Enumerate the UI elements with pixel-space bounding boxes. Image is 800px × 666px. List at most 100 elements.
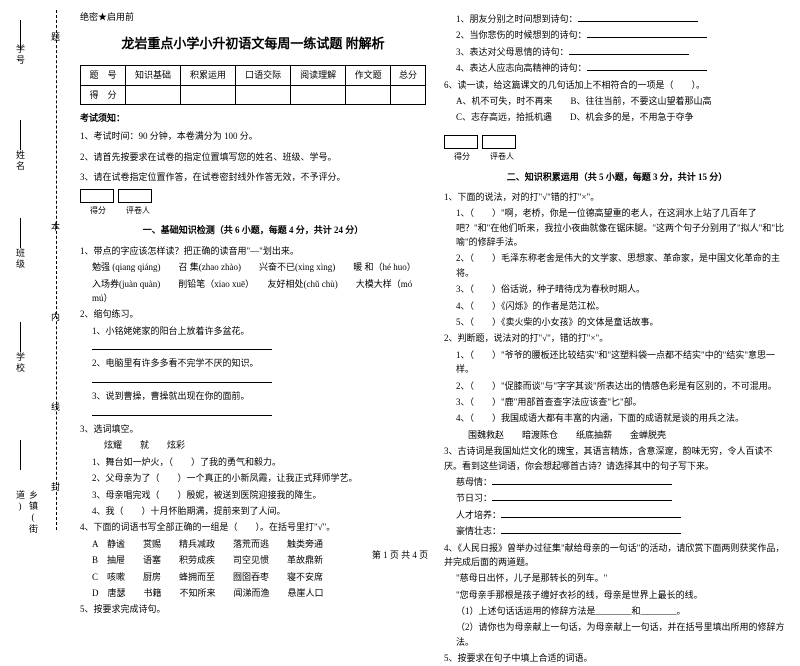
line-school (20, 322, 21, 352)
q3-1: 1、舞台如一炉火，（ ）了我的勇气和毅力。 (80, 455, 426, 469)
exam-title: 龙岩重点小学小升初语文每周一练试题 附解析 (80, 34, 426, 55)
notice-1: 1、考试时间：90 分钟，本卷满分为 100 分。 (80, 129, 426, 143)
q6-b: C、志存高远，拾抵机遇 D、机会多的是，不用急于夺争 (444, 110, 790, 124)
q2-1: 1、小铭姥姥家的阳台上放着许多盆花。 (80, 324, 426, 338)
q2-3-blank[interactable] (92, 406, 272, 416)
label-name: 姓名 (14, 150, 27, 172)
q4-c: C 咳嗽 厨房 蜂拥而至 囫囵吞枣 寝不安席 (80, 570, 426, 584)
line-id (20, 20, 21, 50)
line-class (20, 218, 21, 248)
s2q1-3: 3、（ ）俗话说，种子晴待戊为春秋时期人。 (444, 282, 790, 296)
section2-heading: 二、知识积累运用（共 5 小题，每题 3 分，共计 15 分） (444, 170, 790, 184)
s2q4-line1: "慈母日出怀，儿子是那转长的列车。" (444, 571, 790, 585)
q3-words: 炫耀 就 炫彩 (80, 438, 426, 452)
s2q3-1-blank[interactable] (492, 475, 672, 485)
q3: 3、选词填空。 (80, 422, 426, 436)
q5r-4-blank[interactable] (587, 61, 707, 71)
notice-heading: 考试须知： (80, 111, 426, 125)
notice-2: 2、请首先按要求在试卷的指定位置填写您的姓名、班级、学号。 (80, 150, 426, 164)
q4-d: D 唐瑟 书籍 不知所来 闻涕而渔 悬崖人口 (80, 586, 426, 600)
binding-sidebar: 学号 姓名 班级 学校 乡镇(街道) 题 本 内 线 封 (0, 0, 70, 565)
s2q2-1: 1、（ ）"爷爷的腰板还比较结实"和"这塑料袋一点都不结实"中的"结实"意思一样… (444, 348, 790, 377)
score-cell-3[interactable] (236, 85, 291, 104)
q2-1-blank[interactable] (92, 340, 272, 350)
q2-2-blank[interactable] (92, 373, 272, 383)
secret-label: 绝密★启用前 (80, 10, 426, 24)
s2q3-2-blank[interactable] (492, 491, 672, 501)
marker-label-2: 评卷人 (484, 151, 520, 164)
s2q2-4: 4、（ ）我国成语大都有丰富的内涵，下面的成语就是谈的用兵之法。 (444, 411, 790, 425)
row2-label: 得 分 (81, 85, 126, 104)
s2q2: 2、判断题，说法对的打"√"，错的打"×"。 (444, 331, 790, 345)
score-label: 得分 (80, 205, 116, 218)
q4: 4、下面的词语书写全部正确的一组是（ ）。在括号里打"√"。 (80, 520, 426, 534)
s2q2-3: 3、（ ）"鹿"用部首查查字法应该查"匕"部。 (444, 395, 790, 409)
scorer-box-2 (444, 135, 790, 149)
q5r-2-blank[interactable] (587, 28, 707, 38)
th-6: 总分 (391, 66, 426, 85)
char-nei: 内 (51, 310, 60, 323)
score-table: 题 号 知识基础 积累运用 口语交际 阅读理解 作文题 总分 得 分 (80, 65, 426, 105)
q5: 5、按要求完成诗句。 (80, 602, 426, 616)
q3-2: 2、父母亲为了（ ）一个真正的小新凤霞，让我正式拜师学艺。 (80, 471, 426, 485)
score-cell-1[interactable] (125, 85, 180, 104)
q1: 1、带点的字应该怎样读？把正确的读音用"—"划出来。 (80, 244, 426, 258)
s2q1-5: 5、（ ）《卖火柴的小女孩》的文体是童话故事。 (444, 315, 790, 329)
th-1: 知识基础 (125, 66, 180, 85)
score-box-2[interactable] (444, 135, 478, 149)
q1-line1: 勉强 (qiang qiáng) 召 集(zhao zhào) 兴奋不已(xin… (80, 260, 426, 274)
q2-3: 3、说到曹操，曹操就出现在你的面前。 (80, 389, 426, 403)
score-cell-4[interactable] (291, 85, 346, 104)
q2: 2、缩句练习。 (80, 307, 426, 321)
q5r-3: 3、表达对父母恩情的诗句： (456, 47, 569, 57)
label-class: 班级 (14, 248, 27, 270)
score-cell-6[interactable] (391, 85, 426, 104)
q5r-2: 2、当你悲伤的时候想到的诗句： (456, 30, 587, 40)
s2q3-3: 人才培养： (456, 510, 501, 520)
s2q2-2: 2、（ ）"促膝而谈"与"字字其谈"所表达出的情感色彩是有区别的，不可混用。 (444, 379, 790, 393)
s2q5: 5、按要求在句子中填上合适的词语。 (444, 651, 790, 665)
s2q4-q1: （1）上述句话话运用的修辞方法是________和________。 (444, 604, 790, 618)
line-name (20, 120, 21, 150)
th-0: 题 号 (81, 66, 126, 85)
marker-box-2[interactable] (482, 135, 516, 149)
label-town: 乡镇(街道) (14, 490, 40, 540)
marker-box[interactable] (118, 189, 152, 203)
char-ti: 题 (51, 30, 60, 43)
s2q4-q2: （2）请你也为母亲献上一句话，为母亲献上一句话，并在括号里填出所用的修辞方法。 (444, 620, 790, 649)
q5r-3-blank[interactable] (569, 45, 689, 55)
score-cell-2[interactable] (181, 85, 236, 104)
s2q4-line2: "您母亲手那根是孩子缠好衣衫的线，母亲是世界上最长的线。 (444, 588, 790, 602)
s2q3-4: 豪情壮志： (456, 526, 501, 536)
q5r-4: 4、表达人应志向高精神的诗句： (456, 63, 587, 73)
s2q1-2: 2、（ ）毛泽东称老舍是伟大的文学家、思想家、革命家，是中国文化革命的主将。 (444, 251, 790, 280)
q3-4: 4、我（ ）十月怀胎期满，提前来到了人间。 (80, 504, 426, 518)
line-town (20, 440, 21, 470)
th-4: 阅读理解 (291, 66, 346, 85)
s2q1: 1、下面的说法，对的打"√"错的打"×"。 (444, 190, 790, 204)
notice-3: 3、请在试卷指定位置作答，在试卷密封线外作答无效，不予评分。 (80, 170, 426, 184)
q2-2: 2、电脑里有许多多看不完学不厌的知识。 (80, 356, 426, 370)
page-footer: 第 1 页 共 4 页 (0, 548, 800, 561)
s2q3-3-blank[interactable] (501, 508, 681, 518)
char-xian: 线 (51, 400, 60, 413)
score-cell-5[interactable] (346, 85, 391, 104)
q5r-1-blank[interactable] (578, 12, 698, 22)
score-box[interactable] (80, 189, 114, 203)
s2q3: 3、古诗词是我国灿烂文化的瑰宝，其语言精炼，含意深邃，韵味无穷，令人百读不厌。看… (444, 444, 790, 473)
marker-label: 评卷人 (120, 205, 156, 218)
q3-3: 3、母亲唱完戏（ ）殷妮，被送到医院迎接我的降生。 (80, 488, 426, 502)
s2q1-4: 4、（ ）《闪烁》的作者是范江松。 (444, 299, 790, 313)
s2q3-4-blank[interactable] (501, 524, 681, 534)
th-3: 口语交际 (236, 66, 291, 85)
label-school: 学校 (14, 352, 27, 374)
s2q3-1: 慈母情： (456, 477, 492, 487)
s2q3-2: 节日习： (456, 493, 492, 503)
q5r-1: 1、朋友分别之时间想到诗句： (456, 14, 578, 24)
th-5: 作文题 (346, 66, 391, 85)
scorer-box-1 (80, 189, 426, 203)
s2q1-1: 1、（ ）"啊，老桥，你是一位德高望重的老人，在这涧水上站了几百年了吧？"和"在… (444, 206, 790, 249)
right-column: 1、朋友分别之时间想到诗句： 2、当你悲伤的时候想到的诗句： 3、表达对父母恩情… (444, 10, 790, 565)
th-2: 积累运用 (181, 66, 236, 85)
q1-line2: 入场券(juàn quàn) 削铅笔（xiao xuē） 友好相处(chǔ ch… (80, 277, 426, 306)
